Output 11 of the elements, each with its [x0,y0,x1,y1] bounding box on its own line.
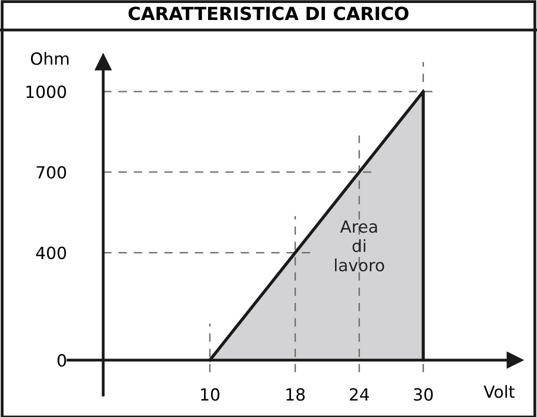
y-tick-label: 1000 [26,86,66,98]
x-tick-label: 10 [201,388,220,401]
chart-title: CARATTERISTICA DI CARICO [128,6,408,20]
y-tick-label: 0 [58,354,66,367]
y-axis-title: Ohm [30,52,69,65]
x-tick-label: 30 [414,388,433,401]
x-tick-label: 18 [286,388,305,401]
y-tick-label: 700 [36,166,66,179]
x-axis-title: Volt [484,385,515,398]
y-tick-label: 400 [36,246,66,260]
x-tick-label: 24 [350,388,369,401]
